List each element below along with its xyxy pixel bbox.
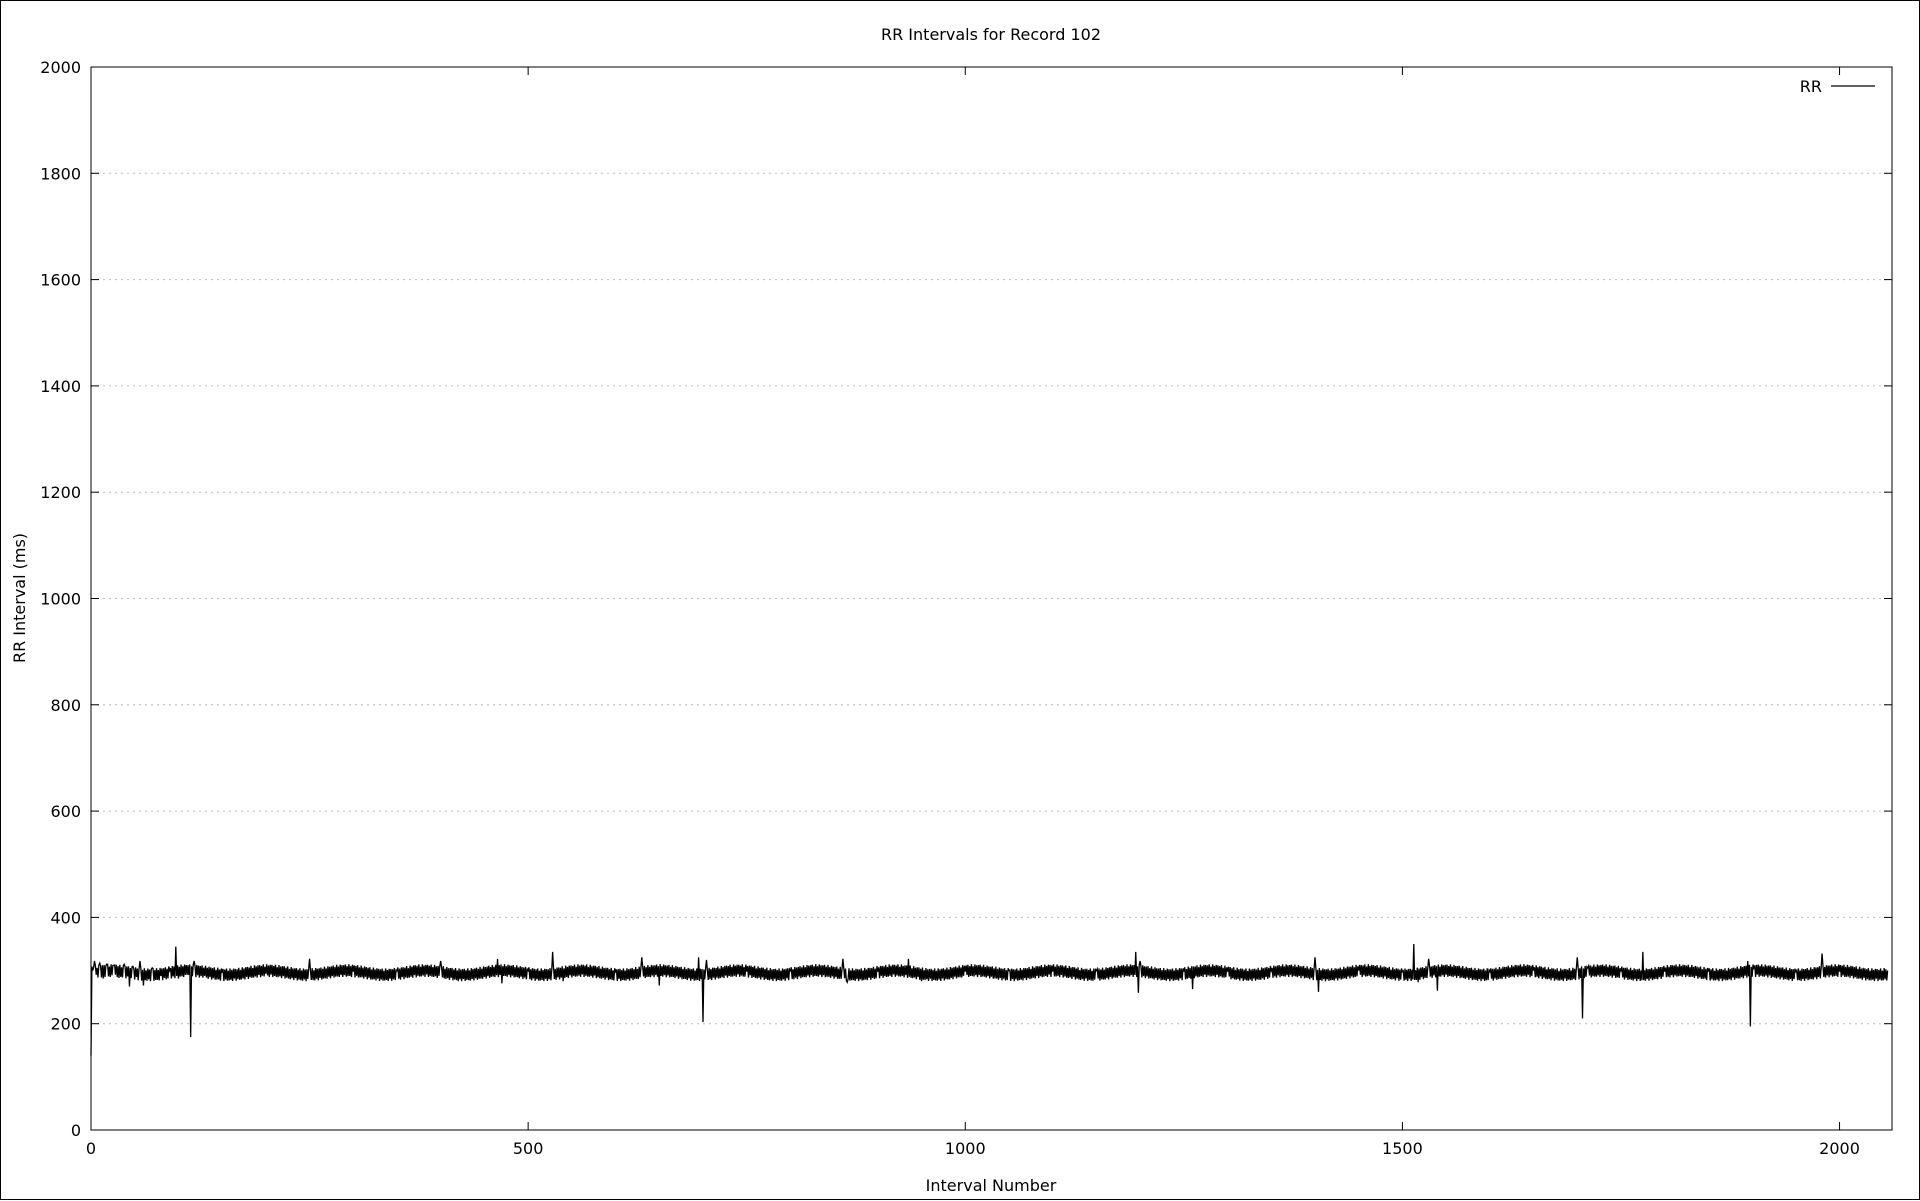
x-tick-label-2000: 2000 bbox=[1819, 1139, 1860, 1158]
y-tick-label-1000: 1000 bbox=[40, 590, 81, 609]
y-tick-label-0: 0 bbox=[71, 1121, 81, 1140]
x-axis-label: Interval Number bbox=[926, 1176, 1057, 1195]
y-tick-label-1600: 1600 bbox=[40, 271, 81, 290]
x-tick-label-0: 0 bbox=[86, 1139, 96, 1158]
grid-lines bbox=[91, 172, 1892, 1025]
tick-labels: 0 200 400 600 800 1000 1200 1400 1600 1800 2000 0 50… bbox=[40, 58, 1860, 1158]
legend: RR bbox=[1800, 77, 1875, 96]
y-tick-label-800: 800 bbox=[50, 696, 81, 715]
chart-title: RR Intervals for Record 102 bbox=[881, 25, 1101, 44]
x-tick-label-500: 500 bbox=[513, 1139, 544, 1158]
y-axis-label: RR Interval (ms) bbox=[10, 533, 29, 663]
y-tick-label-400: 400 bbox=[50, 908, 81, 927]
y-tick-label-1800: 1800 bbox=[40, 164, 81, 183]
x-tick-label-1500: 1500 bbox=[1382, 1139, 1423, 1158]
legend-label-rr: RR bbox=[1800, 77, 1822, 96]
y-tick-label-600: 600 bbox=[50, 802, 81, 821]
axis-ticks bbox=[90, 66, 1892, 1131]
y-tick-label-200: 200 bbox=[50, 1015, 81, 1034]
series-line-rr bbox=[90, 943, 1889, 1056]
x-tick-label-1000: 1000 bbox=[945, 1139, 986, 1158]
y-tick-label-2000: 2000 bbox=[40, 58, 81, 77]
y-tick-label-1200: 1200 bbox=[40, 483, 81, 502]
y-tick-label-1400: 1400 bbox=[40, 377, 81, 396]
plot-area-border bbox=[90, 66, 1893, 1131]
